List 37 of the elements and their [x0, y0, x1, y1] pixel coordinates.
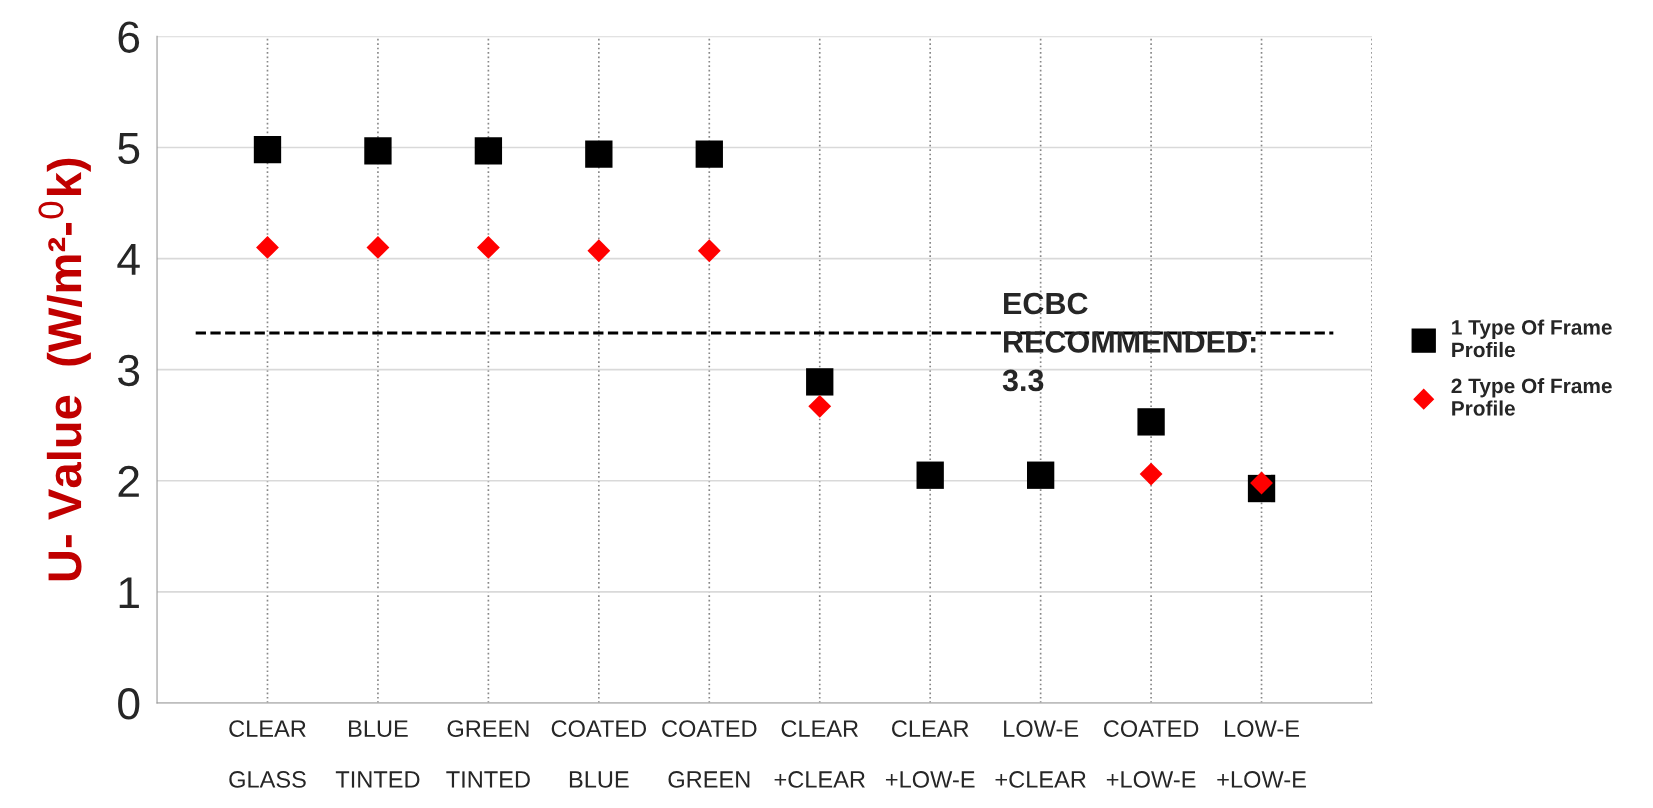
point: [364, 137, 392, 165]
category-label: CLEAR +CLEAR: [774, 720, 865, 788]
point: [806, 368, 834, 396]
y-tick-label: 5: [118, 132, 140, 164]
point: [476, 236, 500, 259]
y-tick-label: 3: [118, 354, 140, 387]
point: [474, 137, 503, 165]
category-label: GREEN TINTED: [446, 720, 530, 788]
category-label: LOW-E +CLEAR: [995, 720, 1086, 788]
y-tick-label: 0: [118, 688, 140, 720]
point: [695, 140, 723, 168]
point: [1026, 461, 1055, 489]
category-label: COATED GREEN: [662, 720, 757, 788]
y-tick-label: 2: [118, 465, 139, 497]
ref-line-label: ECBC RECOMMENDED: 3.3: [1002, 292, 1256, 392]
y-tick-label: 4: [117, 244, 140, 275]
point: [256, 236, 279, 259]
point: [587, 239, 611, 263]
y-tick-label: 6: [118, 21, 140, 53]
category-label: CLEAR GLASS: [229, 720, 306, 788]
category-label: COATED BLUE: [551, 720, 647, 788]
category-label: LOW-E +LOW-E: [1217, 720, 1306, 788]
point: [1139, 462, 1163, 486]
point: [1137, 408, 1165, 436]
y-axis-title: U- Value (W/m²-$^{0}$k): [38, 158, 91, 581]
legend-label: 1 Type Of Frame Profile: [1452, 319, 1612, 358]
point: [808, 394, 832, 418]
category-label: BLUE TINTED: [335, 720, 420, 788]
point: [697, 239, 721, 263]
point: [585, 140, 613, 168]
legend-label: 2 Type Of Frame Profile: [1451, 377, 1612, 416]
y-tick-label: 1: [119, 577, 139, 608]
point: [253, 136, 282, 164]
category-label: COATED +LOW-E: [1103, 720, 1199, 788]
point: [916, 461, 944, 489]
point: [366, 236, 390, 259]
category-label: CLEAR +LOW-E: [885, 720, 975, 788]
